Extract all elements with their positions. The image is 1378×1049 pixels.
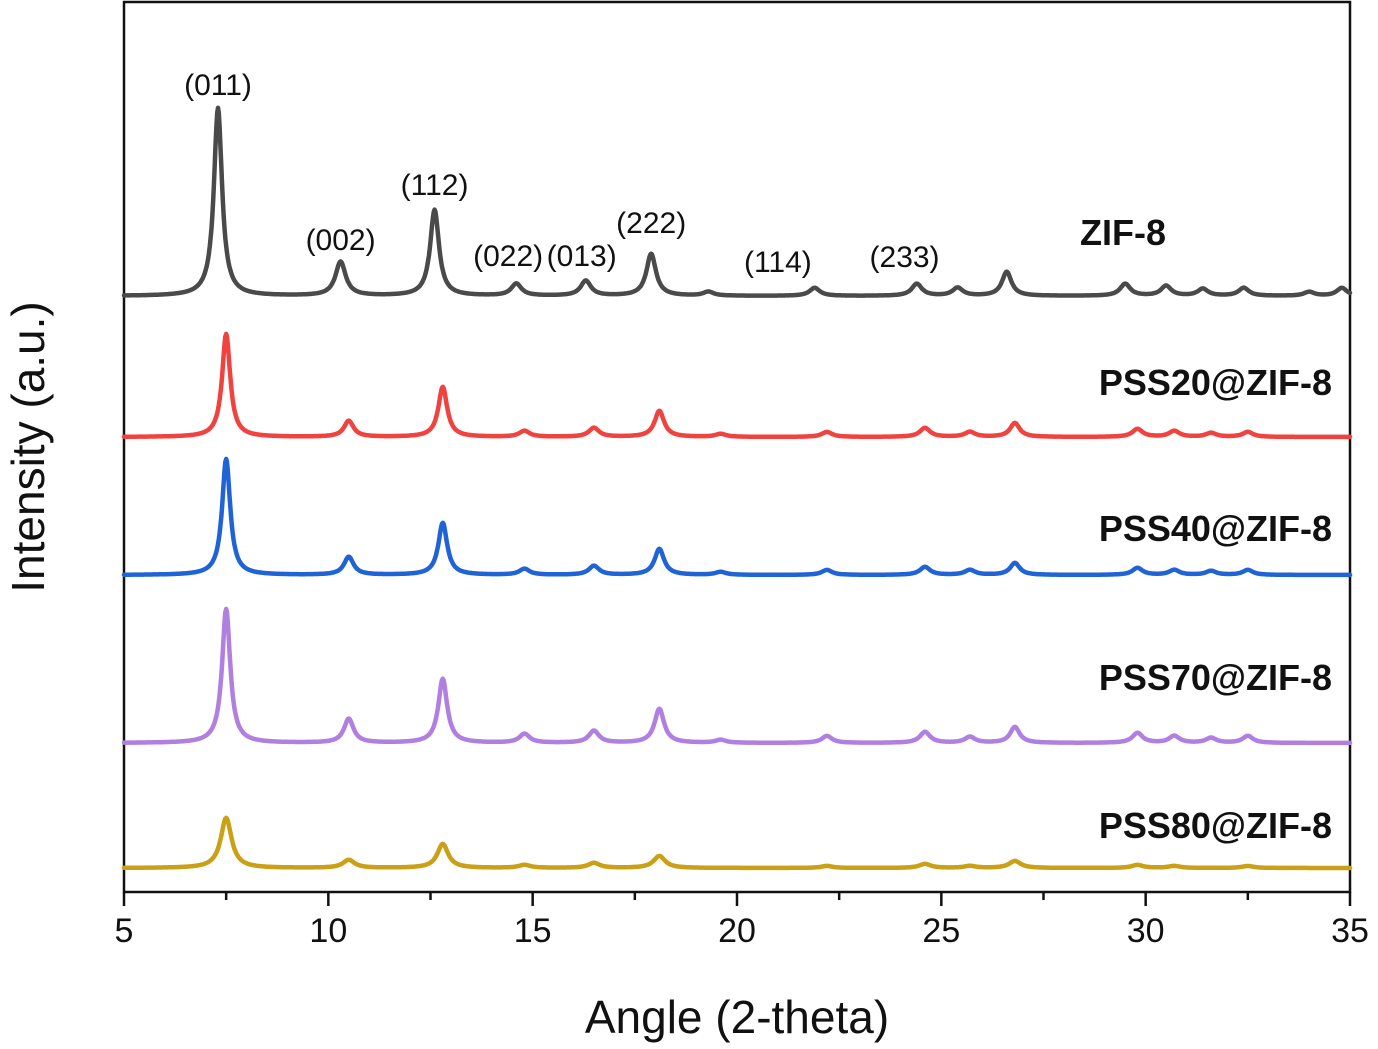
- series-label: PSS80@ZIF-8: [1099, 805, 1332, 846]
- peak-label: (222): [616, 207, 686, 240]
- x-axis-title: Angle (2-theta): [585, 991, 889, 1043]
- x-tick-label: 20: [718, 912, 756, 950]
- series-label: ZIF-8: [1080, 212, 1166, 253]
- trace-pss80-zif-8: [121, 815, 1353, 871]
- series-traces: [121, 105, 1353, 871]
- series-label: PSS20@ZIF-8: [1099, 362, 1332, 403]
- x-tick-label: 30: [1127, 912, 1165, 950]
- x-tick-label: 5: [115, 912, 134, 950]
- trace-pss40-zif-8: [121, 456, 1353, 578]
- trace-pss20-zif-8: [121, 331, 1353, 440]
- x-tick-label: 10: [309, 912, 347, 950]
- peak-label: (002): [306, 224, 376, 257]
- peak-label: (013): [547, 240, 617, 273]
- series-label: PSS40@ZIF-8: [1099, 508, 1332, 549]
- series-label: PSS70@ZIF-8: [1099, 657, 1332, 698]
- x-tick-label: 15: [514, 912, 552, 950]
- series-labels: ZIF-8 PSS20@ZIF-8 PSS40@ZIF-8 PSS70@ZIF-8 PS…: [1080, 212, 1332, 846]
- peak-label: (011): [184, 69, 252, 102]
- peak-label: (114): [744, 246, 812, 279]
- peak-label: (233): [870, 241, 940, 274]
- trace-pss70-zif-8: [121, 606, 1353, 746]
- x-axis-ticks: 5 10 15 20 25 30 35: [115, 892, 1369, 950]
- x-tick-label: 35: [1331, 912, 1369, 950]
- peak-label: (112): [401, 169, 469, 202]
- peak-label: (022): [473, 240, 543, 273]
- y-axis-title: Intensity (a.u.): [2, 301, 54, 592]
- x-tick-label: 25: [922, 912, 960, 950]
- plot-frame: [122, 0, 1352, 894]
- trace-zif-8: [121, 105, 1353, 298]
- peak-labels: (011) (002) (112) (022) (013)(222) (114) (233): [184, 69, 939, 279]
